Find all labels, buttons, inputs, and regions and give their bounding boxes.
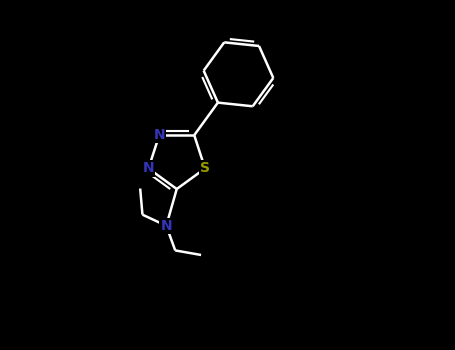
Text: N: N [143,161,154,175]
Text: N: N [153,128,165,142]
Text: S: S [200,161,210,175]
Text: N: N [161,219,172,233]
